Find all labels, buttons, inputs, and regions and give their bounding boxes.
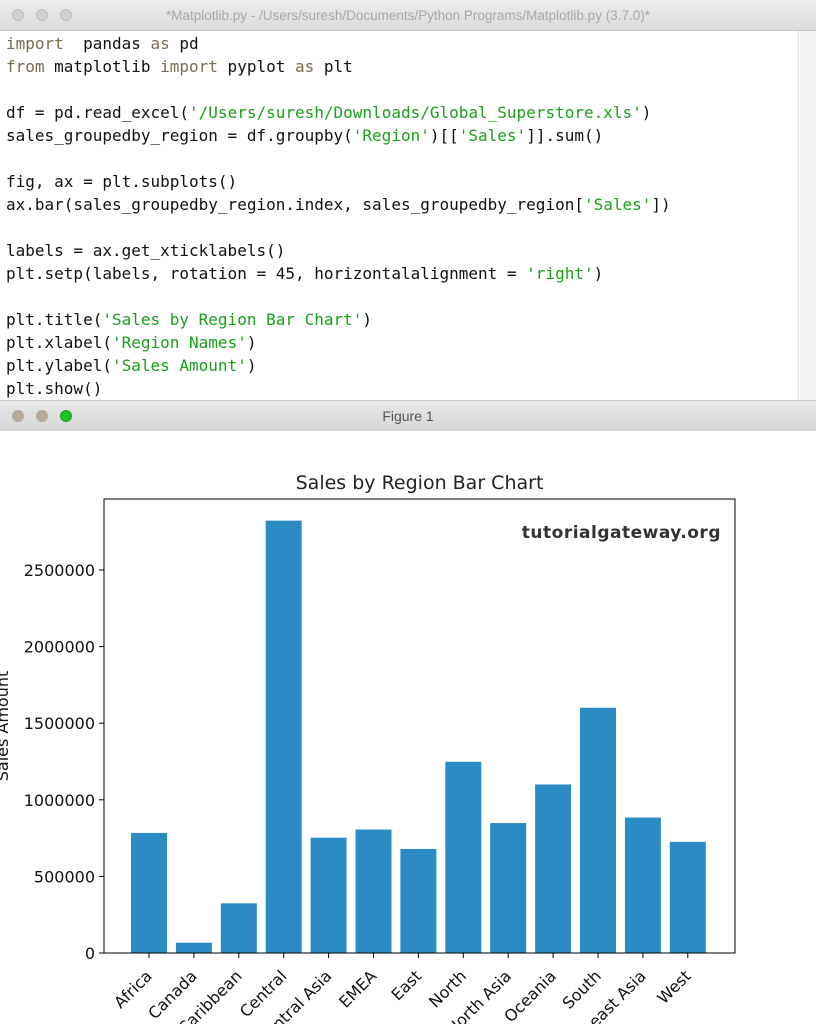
- code-line[interactable]: ax.bar(sales_groupedby_region.index, sal…: [6, 195, 671, 214]
- chart-bar: [400, 849, 437, 953]
- minimize-window-button[interactable]: [36, 410, 48, 422]
- code-line[interactable]: fig, ax = plt.subplots(): [6, 172, 238, 191]
- figure-window-title: Figure 1: [382, 408, 434, 424]
- chart-bar: [220, 903, 257, 953]
- chart-bar: [265, 520, 302, 953]
- x-tick-label: EMEA: [335, 966, 380, 1011]
- watermark-text: tutorialgateway.org: [522, 523, 721, 543]
- minimize-window-button[interactable]: [36, 9, 48, 21]
- chart-bar: [310, 837, 347, 953]
- close-window-button[interactable]: [12, 9, 24, 21]
- code-line[interactable]: labels = ax.get_xticklabels(): [6, 241, 286, 260]
- chart-bar: [490, 823, 527, 953]
- figure-canvas: Sales by Region Bar Chart 0 500000 1000000 1…: [0, 431, 816, 1028]
- code-line[interactable]: from matplotlib import pyplot as plt: [6, 57, 353, 76]
- close-window-button[interactable]: [12, 410, 24, 422]
- code-line[interactable]: import pandas as pd: [6, 34, 199, 53]
- chart-bar: [624, 817, 661, 953]
- y-axis-label: Sales Amount: [0, 671, 12, 782]
- editor-window-title: *Matplotlib.py - /Users/suresh/Documents…: [166, 8, 650, 23]
- bar-chart: Sales by Region Bar Chart 0 500000 1000000 1…: [0, 472, 736, 1028]
- y-tick-label: 2000000: [24, 638, 95, 657]
- code-line[interactable]: plt.setp(labels, rotation = 45, horizont…: [6, 264, 604, 283]
- chart-bar: [669, 841, 706, 953]
- code-editor[interactable]: import pandas as pd from matplotlib impor…: [0, 31, 798, 400]
- y-tick-label: 0: [85, 944, 95, 963]
- chart-bar: [580, 707, 616, 953]
- figure-titlebar: Figure 1: [0, 400, 816, 432]
- code-line[interactable]: df = pd.read_excel('/Users/suresh/Downlo…: [6, 103, 652, 122]
- zoom-window-button[interactable]: [60, 410, 72, 422]
- x-tick-label: East: [387, 966, 425, 1004]
- editor-titlebar: *Matplotlib.py - /Users/suresh/Documents…: [0, 0, 816, 31]
- y-tick-label: 1500000: [24, 714, 95, 733]
- code-line[interactable]: plt.xlabel('Region Names'): [6, 333, 257, 352]
- chart-bar: [445, 761, 482, 953]
- y-tick-label: 1000000: [24, 791, 95, 810]
- editor-scrollbar[interactable]: [798, 31, 816, 400]
- code-line[interactable]: plt.title('Sales by Region Bar Chart'): [6, 310, 373, 329]
- y-tick-label: 2500000: [24, 561, 95, 580]
- code-line[interactable]: plt.ylabel('Sales Amount'): [6, 356, 257, 375]
- code-line[interactable]: sales_groupedby_region = df.groupby('Reg…: [6, 126, 604, 145]
- chart-bar: [355, 829, 392, 953]
- chart-bar: [175, 942, 212, 953]
- y-tick-label: 500000: [34, 867, 95, 886]
- zoom-window-button[interactable]: [60, 9, 72, 21]
- chart-bar: [535, 784, 572, 953]
- chart-title: Sales by Region Bar Chart: [296, 472, 544, 494]
- code-line[interactable]: plt.show(): [6, 379, 103, 398]
- chart-frame: [103, 498, 736, 954]
- chart-bar: [131, 832, 167, 953]
- x-tick-label: West: [653, 966, 694, 1007]
